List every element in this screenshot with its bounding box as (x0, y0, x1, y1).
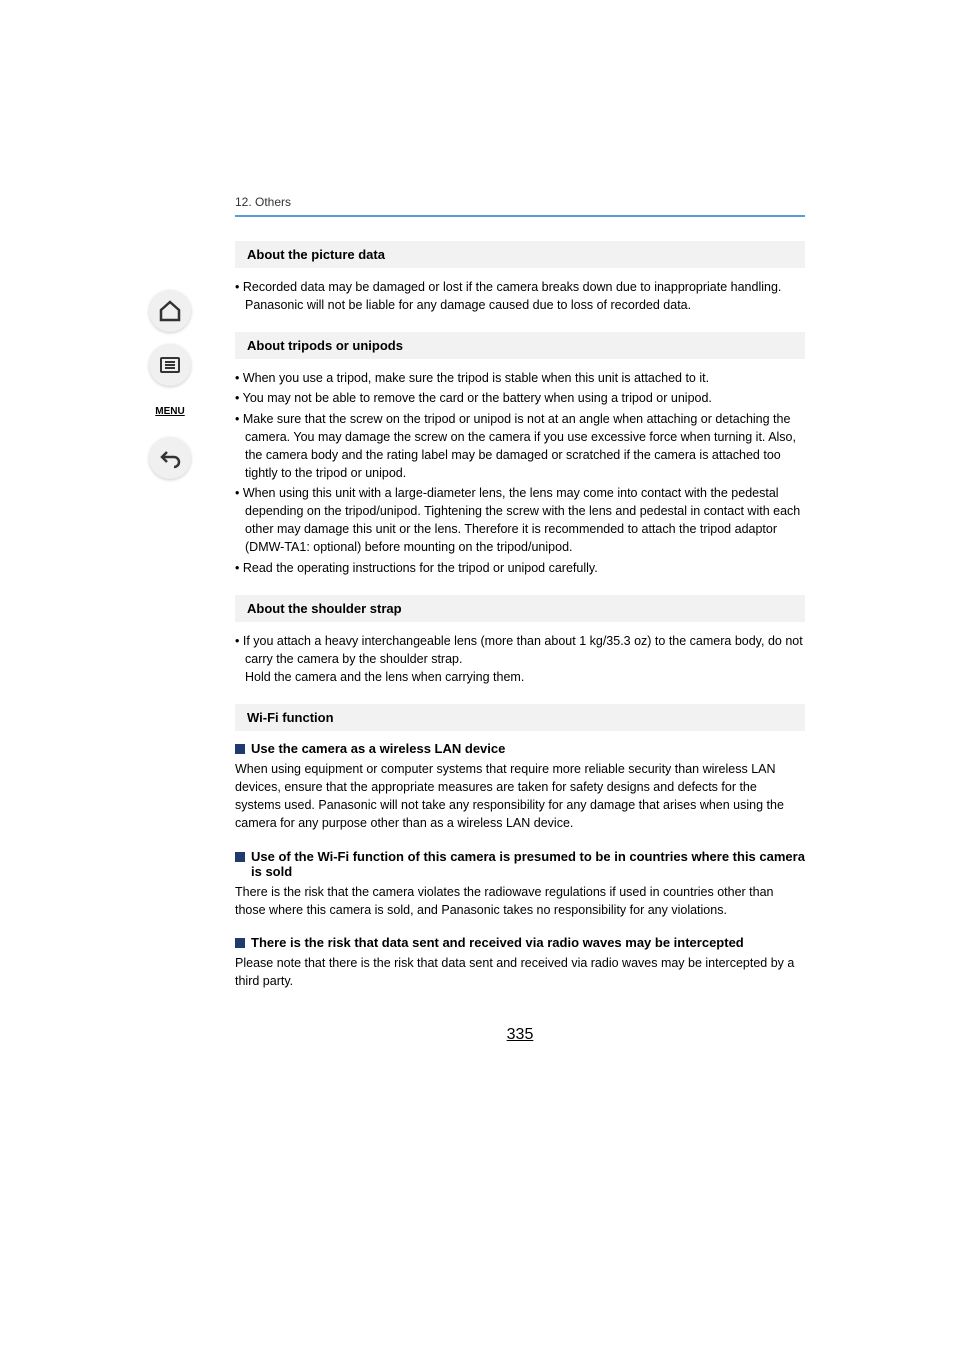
list-item: If you attach a heavy interchangeable le… (235, 632, 805, 686)
home-icon[interactable] (149, 290, 191, 332)
list-item: Recorded data may be damaged or lost if … (235, 278, 805, 314)
sub-heading: Use of the Wi-Fi function of this camera… (235, 849, 805, 879)
bullet-list: When you use a tripod, make sure the tri… (235, 369, 805, 576)
section-title: About the shoulder strap (247, 601, 793, 616)
sidebar-nav: MENU (145, 290, 195, 479)
sub-heading-text: Use the camera as a wireless LAN device (251, 741, 505, 756)
sub-heading: There is the risk that data sent and rec… (235, 935, 805, 950)
sub-heading-text: Use of the Wi-Fi function of this camera… (251, 849, 805, 879)
bullet-list: If you attach a heavy interchangeable le… (235, 632, 805, 686)
section-title: About the picture data (247, 247, 793, 262)
page-content: 12. Others About the picture data Record… (235, 195, 805, 1044)
section-box: About the picture data (235, 241, 805, 268)
toc-icon[interactable] (149, 344, 191, 386)
list-item: When using this unit with a large-diamet… (235, 484, 805, 557)
bullet-list: Recorded data may be damaged or lost if … (235, 278, 805, 314)
square-bullet-icon (235, 744, 245, 754)
page-number-container: 335 (235, 1026, 805, 1044)
sub-heading: Use the camera as a wireless LAN device (235, 741, 805, 756)
body-text: When using equipment or computer systems… (235, 760, 805, 833)
list-item: Make sure that the screw on the tripod o… (235, 410, 805, 483)
section-title: Wi-Fi function (247, 710, 793, 725)
menu-button[interactable]: MENU (155, 398, 184, 425)
body-text: Please note that there is the risk that … (235, 954, 805, 990)
section-box: About tripods or unipods (235, 332, 805, 359)
list-item: When you use a tripod, make sure the tri… (235, 369, 805, 387)
body-text: There is the risk that the camera violat… (235, 883, 805, 919)
square-bullet-icon (235, 852, 245, 862)
back-icon[interactable] (149, 437, 191, 479)
page-number: 335 (507, 1026, 534, 1043)
section-title: About tripods or unipods (247, 338, 793, 353)
sub-heading-text: There is the risk that data sent and rec… (251, 935, 744, 950)
list-item: You may not be able to remove the card o… (235, 389, 805, 407)
section-box: Wi-Fi function (235, 704, 805, 731)
list-item: Read the operating instructions for the … (235, 559, 805, 577)
section-box: About the shoulder strap (235, 595, 805, 622)
chapter-header: 12. Others (235, 195, 805, 217)
square-bullet-icon (235, 938, 245, 948)
